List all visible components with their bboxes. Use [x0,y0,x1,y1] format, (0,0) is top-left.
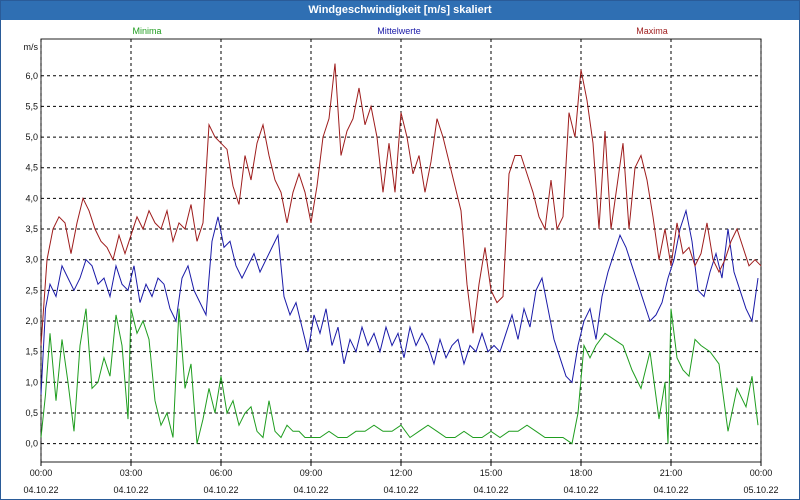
x-tick-date: 05.10.22 [743,485,778,495]
y-tick-label: 3,5 [25,224,38,234]
x-tick-time: 00:00 [750,468,773,478]
series-line-mittelwerte [40,208,759,395]
x-tick-date: 04.10.22 [23,485,58,495]
y-tick-label: 2,5 [25,285,38,295]
legend-maxima: Maxima [636,26,668,36]
y-tick-label: 6,0 [25,71,38,81]
y-tick-label: 5,0 [25,132,38,142]
y-tick-label: 5,5 [25,101,38,111]
y-tick-label: 4,5 [25,163,38,173]
y-tick-label: 2,0 [25,316,38,326]
x-tick-time: 15:00 [480,468,503,478]
x-tick-date: 04.10.22 [203,485,238,495]
y-tick-label: 1,0 [25,377,38,387]
y-tick-label: 4,0 [25,193,38,203]
x-tick-date: 04.10.22 [473,485,508,495]
chart-title: Windgeschwindigkeit [m/s] skaliert [1,1,799,20]
y-tick-label: 0,0 [25,439,38,449]
legend-mittelwerte: Mittelwerte [377,26,421,36]
x-tick-date: 04.10.22 [383,485,418,495]
series-line-minima [40,308,759,445]
x-tick-date: 04.10.22 [113,485,148,495]
x-tick-date: 04.10.22 [293,485,328,495]
x-tick-date: 04.10.22 [653,485,688,495]
x-tick-date: 04.10.22 [563,485,598,495]
series-line-maxima [40,63,762,346]
y-tick-label: 3,0 [25,255,38,265]
x-tick-time: 12:00 [390,468,413,478]
x-tick-time: 00:00 [30,468,53,478]
x-tick-time: 18:00 [570,468,593,478]
y-axis-label: m/s [24,42,39,52]
y-tick-label: 1,5 [25,347,38,357]
x-tick-time: 06:00 [210,468,233,478]
x-tick-time: 03:00 [120,468,143,478]
y-tick-label: 0,5 [25,408,38,418]
x-tick-time: 21:00 [660,468,683,478]
x-tick-time: 09:00 [300,468,323,478]
legend-minima: Minima [132,26,161,36]
